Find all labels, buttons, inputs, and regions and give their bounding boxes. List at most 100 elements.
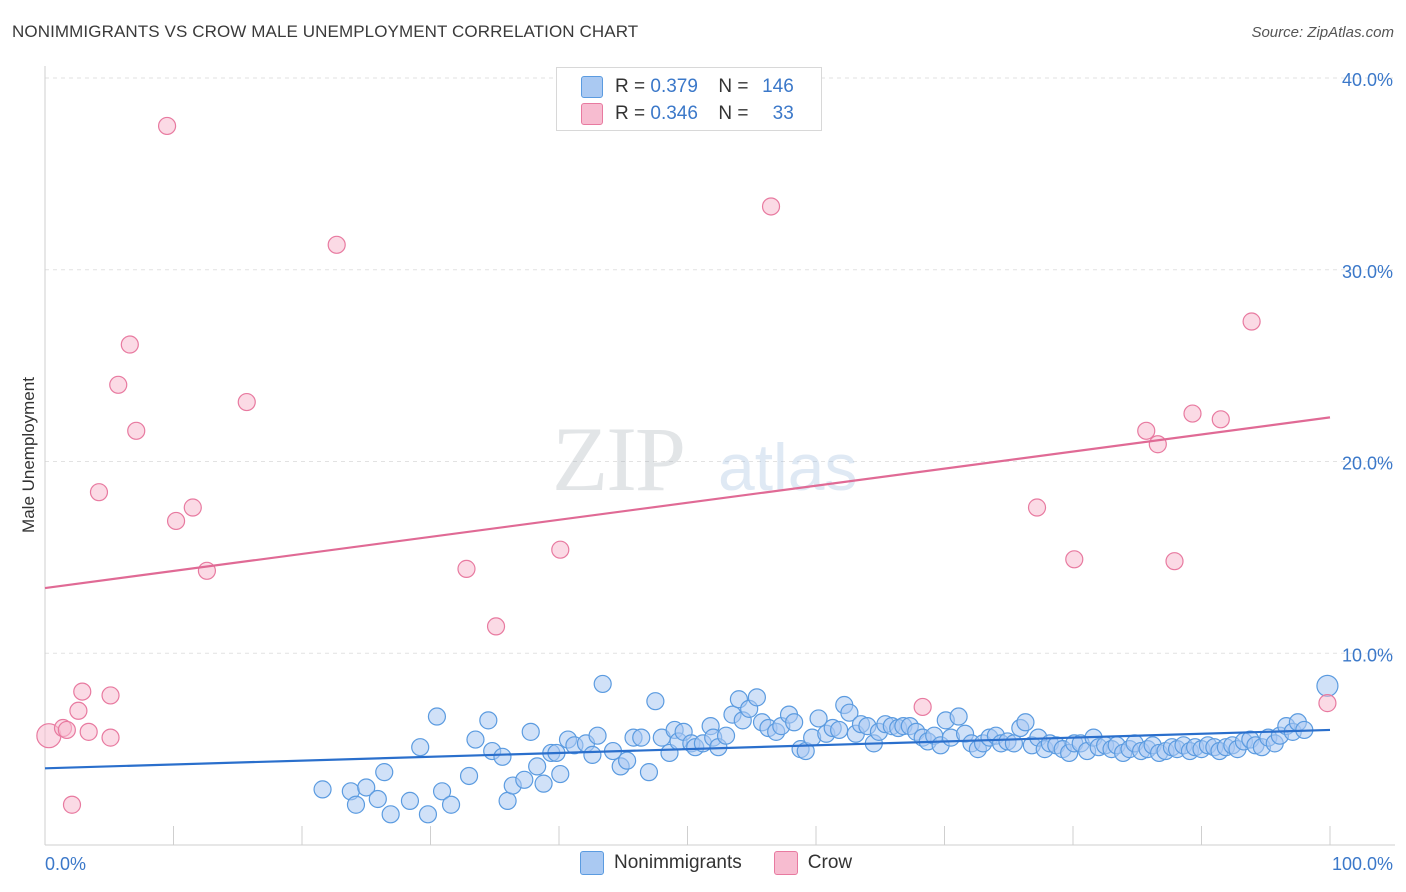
nonimmigrants-point <box>466 730 485 749</box>
nonimmigrants-point <box>618 751 637 770</box>
legend-row-crow: R = 0.346 N = 33 <box>581 102 794 126</box>
crow-trend-line <box>44 416 1331 590</box>
nonimmigrants-point <box>1004 734 1023 753</box>
nonimmigrants-point <box>418 805 438 824</box>
nonimmigrants-point <box>528 757 547 776</box>
nonimmigrants-point <box>639 763 659 782</box>
bottom-legend-swatch-pink <box>773 851 798 875</box>
crow-point <box>486 617 506 636</box>
nonimmigrants-point <box>411 738 430 757</box>
watermark-atlas: atlas <box>718 430 857 504</box>
crow-point <box>1065 550 1084 569</box>
crow-point <box>127 421 146 440</box>
legend-r-value: 0.346 <box>650 103 698 124</box>
nonimmigrants-point <box>427 707 447 726</box>
crow-point <box>551 540 570 559</box>
bottom-legend-swatch-blue <box>580 851 604 875</box>
nonimmigrants-point <box>1316 674 1339 697</box>
y-tick-label: 20.0% <box>1342 454 1393 474</box>
nonimmigrants-point <box>534 774 553 793</box>
crow-point <box>1165 552 1184 571</box>
bottom-legend-label: Crow <box>807 852 853 873</box>
nonimmigrants-point <box>840 703 859 722</box>
crow-point <box>120 335 139 354</box>
crow-points <box>36 116 1337 814</box>
crow-point <box>1211 410 1230 429</box>
axes <box>44 66 1395 846</box>
nonimmigrants-point <box>432 782 452 801</box>
nonimmigrants-point <box>313 780 332 799</box>
crow-point <box>79 722 98 741</box>
nonimmigrants-point <box>479 711 498 730</box>
legend: R = 0.379 N = 146 R = 0.346 N = 33 <box>556 67 822 131</box>
nonimmigrants-point <box>498 791 517 810</box>
nonimmigrants-point <box>1016 713 1035 732</box>
watermark: ZIP atlas <box>552 408 857 510</box>
nonimmigrants-point <box>551 764 570 784</box>
watermark-zip: ZIP <box>552 408 684 510</box>
nonimmigrants-point <box>747 688 766 707</box>
crow-point <box>101 686 120 705</box>
y-tick-label: 30.0% <box>1342 262 1393 282</box>
nonimmigrants-point <box>632 728 651 747</box>
bottom-legend-nonimmigrants: Nonimmigrants <box>580 851 742 875</box>
crow-point <box>62 795 82 814</box>
crow-point <box>57 720 76 740</box>
legend-n-label: N = <box>718 76 749 97</box>
legend-row-nonimmigrants: R = 0.379 N = 146 <box>581 75 794 99</box>
crow-point <box>1183 404 1202 423</box>
crow-point <box>761 197 781 216</box>
nonimmigrants-point <box>809 709 828 728</box>
crow-point <box>183 498 202 517</box>
legend-r-value: 0.379 <box>650 76 698 97</box>
nonimmigrants-point <box>583 745 602 764</box>
y-axis-title: Male Unemployment <box>19 377 38 533</box>
legend-r-label: R = <box>615 76 646 97</box>
nonimmigrants-points <box>313 674 1339 824</box>
grid-lines <box>45 77 1395 654</box>
crow-point <box>1137 421 1156 440</box>
nonimmigrants-trend-line <box>44 728 1331 770</box>
nonimmigrants-point <box>593 674 612 694</box>
nonimmigrants-point <box>515 770 534 789</box>
crow-point <box>1027 498 1047 517</box>
x-tick-label-min: 0.0% <box>45 854 86 874</box>
nonimmigrants-point <box>346 795 366 814</box>
crow-point <box>89 483 109 502</box>
crow-point <box>457 559 476 578</box>
crow-point <box>327 235 346 254</box>
legend-n-label: N = <box>718 103 749 124</box>
crow-point <box>109 375 128 394</box>
legend-swatch-pink <box>581 103 603 125</box>
crow-point <box>1318 694 1337 713</box>
crow-point <box>913 697 932 717</box>
crow-point <box>166 511 186 531</box>
nonimmigrants-point <box>357 778 376 797</box>
nonimmigrants-point <box>441 795 461 814</box>
source-label: Source: ZipAtlas.com <box>1251 24 1394 41</box>
nonimmigrants-point <box>785 713 804 732</box>
nonimmigrants-point <box>646 692 665 711</box>
chart-title: NONIMMIGRANTS VS CROW MALE UNEMPLOYMENT … <box>12 22 639 41</box>
nonimmigrants-point <box>830 720 849 740</box>
nonimmigrants-point <box>375 763 394 782</box>
y-tick-label: 10.0% <box>1342 645 1393 665</box>
nonimmigrants-point <box>400 791 420 810</box>
crow-point <box>101 728 120 747</box>
nonimmigrants-point <box>949 707 968 726</box>
crow-point <box>73 682 92 701</box>
nonimmigrants-point <box>459 766 479 786</box>
nonimmigrants-point <box>588 726 607 745</box>
nonimmigrants-point <box>521 722 540 741</box>
legend-r-label: R = <box>615 103 646 124</box>
crow-point <box>1242 312 1261 331</box>
nonimmigrants-point <box>493 747 512 766</box>
tick-labels: 10.0% 20.0% 30.0% 40.0% 0.0% 100.0% <box>45 70 1393 874</box>
nonimmigrants-point <box>716 726 736 745</box>
legend-n-value: 33 <box>772 103 794 124</box>
trend-lines <box>44 416 1331 770</box>
bottom-legend: Nonimmigrants Crow <box>580 851 884 875</box>
nonimmigrants-point <box>381 805 400 824</box>
x-tick-label-max: 100.0% <box>1332 854 1393 874</box>
